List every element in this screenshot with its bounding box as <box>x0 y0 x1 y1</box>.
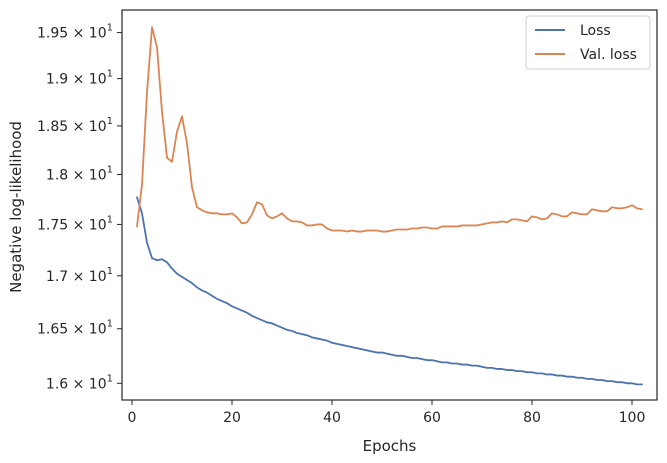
axes-frame <box>121 9 658 401</box>
y-tick-base: × 10 <box>68 217 106 233</box>
y-tick-base: × 10 <box>68 26 106 42</box>
y-axis-label: Negative log-likelihood <box>7 121 25 293</box>
x-tick-label: 20 <box>223 410 241 426</box>
x-tick-label: 100 <box>619 410 646 426</box>
y-tick-label: 1.6 × 101 <box>46 373 113 392</box>
y-tick-exponent: 1 <box>107 214 113 225</box>
y-tick-label: 1.8 × 101 <box>46 164 113 183</box>
y-tick-label: 1.75 × 101 <box>37 214 113 233</box>
y-tick-label: 1.85 × 101 <box>37 116 113 135</box>
y-tick-exponent: 1 <box>107 69 113 80</box>
x-tick-label: 0 <box>128 410 137 426</box>
x-tick-label: 40 <box>323 410 341 426</box>
x-axis-label: Epochs <box>363 437 417 455</box>
legend-label-loss: Loss <box>580 23 611 39</box>
x-tick-label: 80 <box>523 410 541 426</box>
legend-label-val-loss: Val. loss <box>580 47 637 63</box>
series-line-val-loss <box>136 26 643 233</box>
y-tick-exponent: 1 <box>107 319 113 330</box>
y-tick-exponent: 1 <box>107 23 113 34</box>
y-tick-base: × 10 <box>68 72 106 88</box>
x-axis: 0 20 40 60 80 100 <box>128 400 646 426</box>
series-line-loss <box>136 196 643 386</box>
y-tick-label: 1.65 × 101 <box>37 319 113 338</box>
y-tick-base: × 10 <box>68 322 106 338</box>
y-tick-mantissa: 1.75 <box>37 217 68 233</box>
y-tick-mantissa: 1.95 <box>37 26 68 42</box>
x-tick-label: 60 <box>423 410 441 426</box>
y-tick-exponent: 1 <box>107 266 113 277</box>
legend: Loss Val. loss <box>525 15 651 70</box>
y-tick-exponent: 1 <box>107 116 113 127</box>
y-tick-base: × 10 <box>68 119 106 135</box>
y-tick-label: 1.9 × 101 <box>46 69 113 88</box>
y-tick-exponent: 1 <box>107 373 113 384</box>
y-tick-label: 1.95 × 101 <box>37 23 113 42</box>
series-layer <box>136 26 643 386</box>
y-tick-mantissa: 1.65 <box>37 322 68 338</box>
y-tick-mantissa: 1.8 <box>46 167 68 183</box>
y-tick-mantissa: 1.85 <box>37 119 68 135</box>
y-tick-base: × 10 <box>68 376 106 392</box>
y-tick-mantissa: 1.7 <box>46 269 68 285</box>
y-tick-base: × 10 <box>68 167 106 183</box>
y-tick-base: × 10 <box>68 269 106 285</box>
plot-area <box>121 9 658 401</box>
y-tick-mantissa: 1.9 <box>46 72 68 88</box>
y-tick-exponent: 1 <box>107 164 113 175</box>
y-tick-mantissa: 1.6 <box>46 376 68 392</box>
y-tick-label: 1.7 × 101 <box>46 266 113 285</box>
